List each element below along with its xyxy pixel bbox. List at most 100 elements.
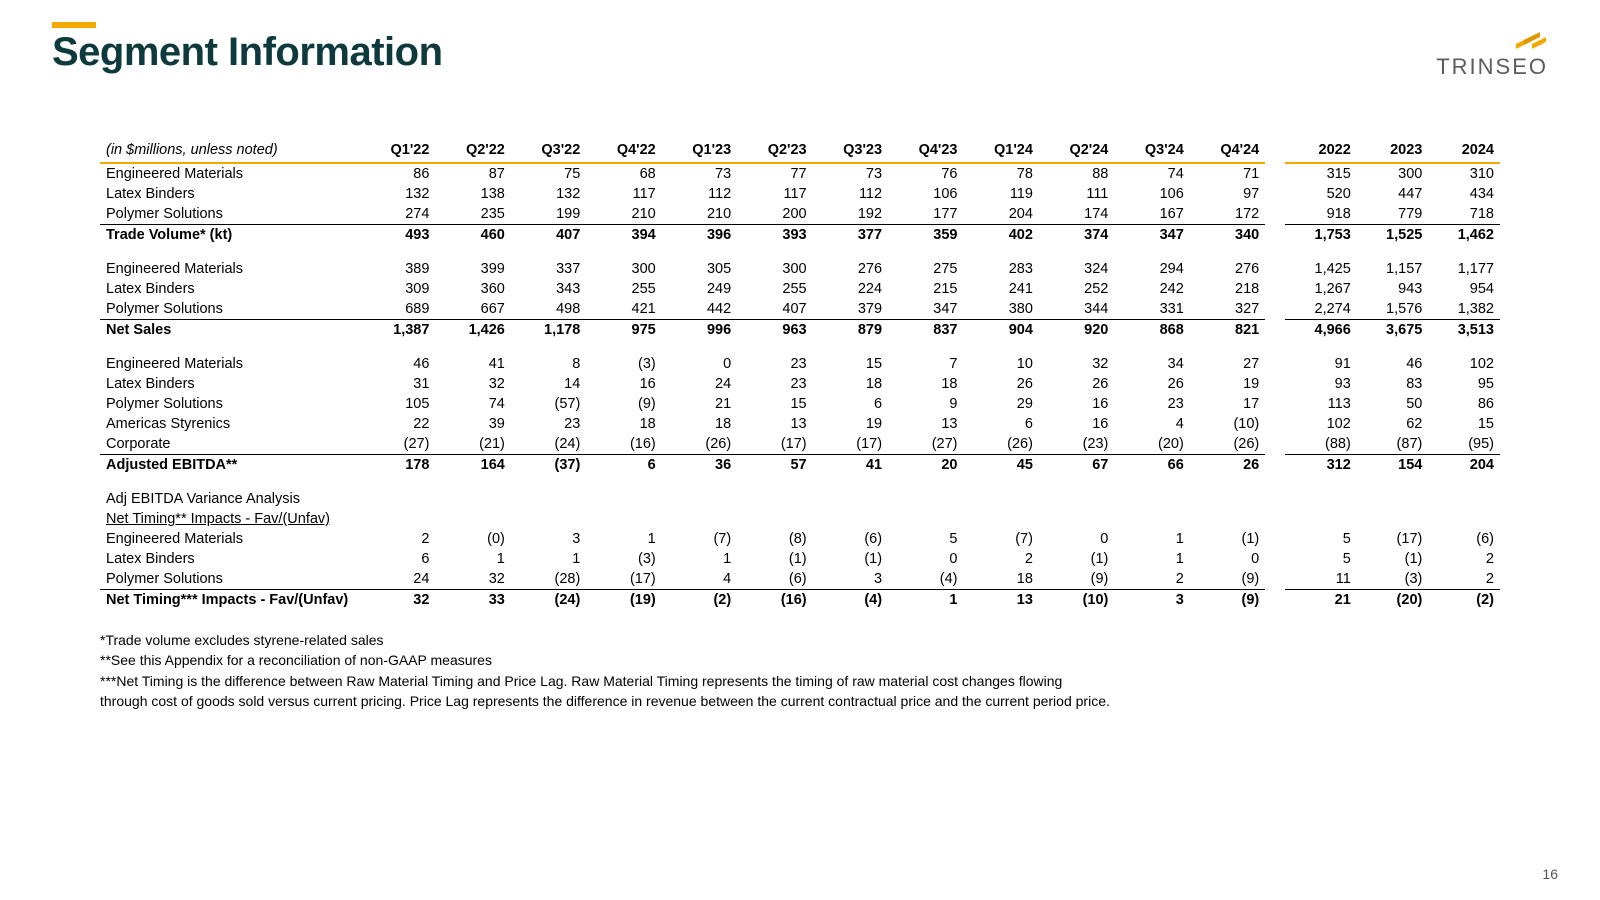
table-cell: 62: [1357, 414, 1429, 434]
table-cell: 18: [662, 414, 737, 434]
col-header: Q3'22: [511, 140, 586, 163]
table-cell: 23: [511, 414, 586, 434]
table-cell: 102: [1428, 354, 1500, 374]
table-cell: 33: [435, 590, 510, 611]
table-cell: Net Timing** Impacts - Fav/(Unfav): [100, 509, 1500, 529]
table-cell: 3: [1114, 590, 1189, 611]
table-cell: 1,462: [1428, 225, 1500, 246]
table-header: (in $millions, unless noted)Q1'22Q2'22Q3…: [100, 140, 1500, 163]
table-cell: 26: [1190, 455, 1265, 476]
table-cell: (17): [813, 434, 888, 455]
table-cell: (21): [435, 434, 510, 455]
table-cell: 315: [1285, 163, 1357, 184]
table-cell: 210: [662, 204, 737, 225]
table-cell: 1,382: [1428, 299, 1500, 320]
table-cell: 347: [888, 299, 963, 320]
table-cell: Latex Binders: [100, 549, 360, 569]
table-cell: 2: [1428, 569, 1500, 590]
table-cell: 41: [435, 354, 510, 374]
title-accent-bar: [52, 22, 96, 28]
table-cell: 689: [360, 299, 435, 320]
table-cell: 112: [813, 184, 888, 204]
table-row: Polymer Solutions68966749842144240737934…: [100, 299, 1500, 320]
table-cell: 868: [1114, 320, 1189, 341]
table-cell: 106: [1114, 184, 1189, 204]
table-cell: 16: [1039, 414, 1114, 434]
col-header: (in $millions, unless noted): [100, 140, 360, 163]
table-cell: 5: [888, 529, 963, 549]
table-cell: 112: [662, 184, 737, 204]
table-cell: 138: [435, 184, 510, 204]
table-cell: 16: [1039, 394, 1114, 414]
table-cell: 294: [1114, 259, 1189, 279]
table-cell: 75: [511, 163, 586, 184]
footnote-line: ***Net Timing is the difference between …: [100, 671, 1500, 691]
table-cell: 132: [360, 184, 435, 204]
table-cell: [1265, 549, 1285, 569]
table-cell: 1,576: [1357, 299, 1429, 320]
table-cell: (3): [586, 354, 661, 374]
table-cell: 2: [964, 549, 1039, 569]
table-cell: 27: [1190, 354, 1265, 374]
table-row: Americas Styrenics22392318181319136164(1…: [100, 414, 1500, 434]
table-cell: 199: [511, 204, 586, 225]
table-cell: (19): [586, 590, 661, 611]
footnote-line: **See this Appendix for a reconciliation…: [100, 650, 1500, 670]
page-title: Segment Information: [52, 30, 443, 75]
table-cell: 300: [737, 259, 812, 279]
table-cell: 6: [586, 455, 661, 476]
col-header: Q3'23: [813, 140, 888, 163]
table-cell: 235: [435, 204, 510, 225]
table-cell: 74: [435, 394, 510, 414]
table-cell: 2: [360, 529, 435, 549]
table-cell: 1,525: [1357, 225, 1429, 246]
table-cell: (8): [737, 529, 812, 549]
table-cell: Engineered Materials: [100, 259, 360, 279]
table-cell: [1265, 163, 1285, 184]
table-cell: 2: [1114, 569, 1189, 590]
table-cell: 21: [662, 394, 737, 414]
table-cell: 46: [360, 354, 435, 374]
table-cell: 389: [360, 259, 435, 279]
col-header: [1265, 140, 1285, 163]
table-cell: 50: [1357, 394, 1429, 414]
table-cell: 31: [360, 374, 435, 394]
table-cell: 359: [888, 225, 963, 246]
table-cell: 276: [1190, 259, 1265, 279]
table-cell: 1: [586, 529, 661, 549]
table-cell: 26: [1114, 374, 1189, 394]
table-cell: 943: [1357, 279, 1429, 299]
table-cell: 3,675: [1357, 320, 1429, 341]
table-cell: Adj EBITDA Variance Analysis: [100, 489, 1500, 509]
table-cell: (1): [1190, 529, 1265, 549]
table-cell: [1265, 354, 1285, 374]
table-cell: Polymer Solutions: [100, 394, 360, 414]
table-cell: (6): [737, 569, 812, 590]
table-cell: 67: [1039, 455, 1114, 476]
table-cell: 32: [435, 569, 510, 590]
table-cell: [1265, 320, 1285, 341]
table-cell: 1: [888, 590, 963, 611]
table-cell: 86: [1428, 394, 1500, 414]
table-cell: [1265, 529, 1285, 549]
table-cell: 442: [662, 299, 737, 320]
table-cell: Latex Binders: [100, 279, 360, 299]
table-cell: (16): [586, 434, 661, 455]
table-row: Latex Binders611(3)1(1)(1)02(1)105(1)2: [100, 549, 1500, 569]
table-cell: [1265, 259, 1285, 279]
table-cell: 21: [1285, 590, 1357, 611]
col-header: Q1'23: [662, 140, 737, 163]
table-cell: 119: [964, 184, 1039, 204]
table-cell: 88: [1039, 163, 1114, 184]
table-cell: [1265, 590, 1285, 611]
table-cell: 1,178: [511, 320, 586, 341]
table-cell: 1,426: [435, 320, 510, 341]
table-cell: 18: [586, 414, 661, 434]
table-cell: 23: [737, 354, 812, 374]
table-cell: (20): [1357, 590, 1429, 611]
table-cell: 242: [1114, 279, 1189, 299]
table-row: Engineered Materials46418(3)023157103234…: [100, 354, 1500, 374]
table-cell: 344: [1039, 299, 1114, 320]
table-cell: Net Sales: [100, 320, 360, 341]
col-header: Q1'24: [964, 140, 1039, 163]
